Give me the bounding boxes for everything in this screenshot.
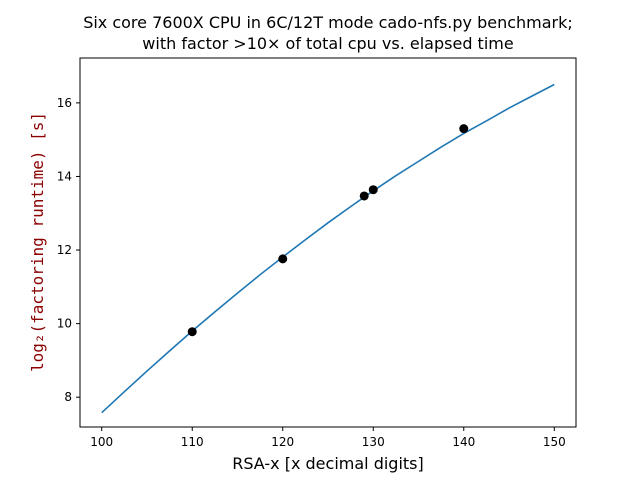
y-axis: 8 10 12 14 16 [57,96,80,404]
y-tick-label: 10 [57,317,72,331]
chart-title-line-2: with factor >10× of total cpu vs. elapse… [142,34,513,53]
data-point [187,327,197,337]
x-tick-label: 100 [90,435,113,449]
y-tick-label: 8 [64,390,72,404]
x-tick-label: 140 [452,435,475,449]
data-point [278,254,288,264]
y-tick-label: 16 [57,96,72,110]
fit-curve-line [101,83,555,414]
series-layer [101,83,555,414]
y-tick-label: 12 [57,243,72,257]
data-point [359,191,369,201]
plot-area [79,57,577,428]
chart-title: Six core 7600X CPU in 6C/12T mode cado-n… [83,13,573,53]
data-point [459,124,469,134]
x-axis-label: RSA-x [x decimal digits] [232,454,424,473]
x-axis: 100 110 120 130 140 150 [90,427,566,449]
x-tick-label: 130 [362,435,385,449]
x-tick-label: 150 [543,435,566,449]
data-point [368,185,378,195]
chart-title-line-1: Six core 7600X CPU in 6C/12T mode cado-n… [83,13,573,32]
x-tick-label: 120 [271,435,294,449]
y-axis-label: log₂(factoring runtime) [s] [28,112,47,372]
x-tick-label: 110 [181,435,204,449]
y-tick-label: 14 [57,169,72,183]
